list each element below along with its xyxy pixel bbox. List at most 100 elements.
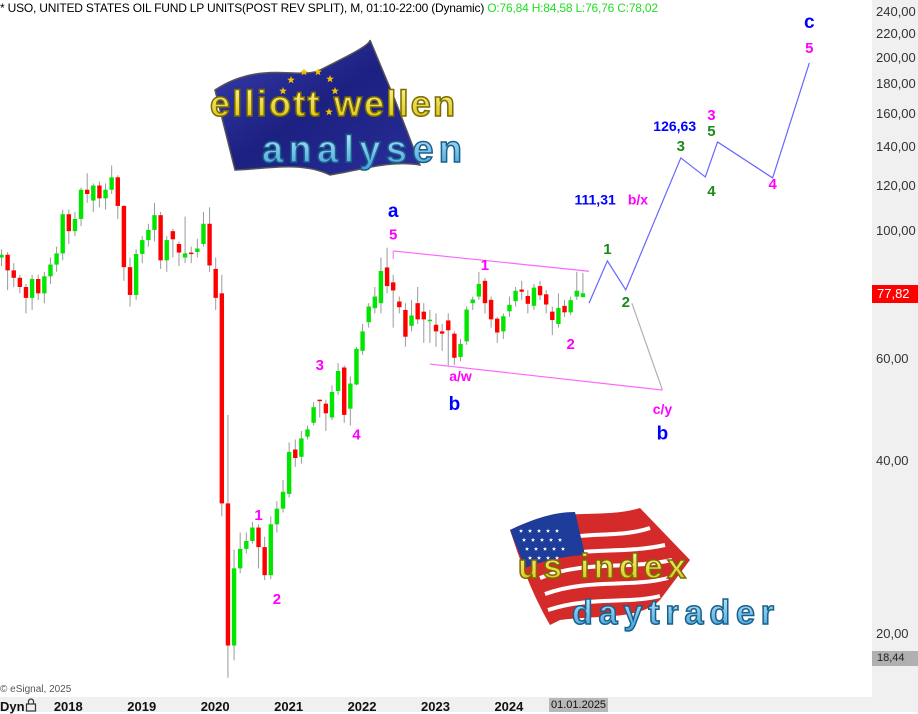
candle-body bbox=[397, 301, 402, 308]
star-icon bbox=[548, 537, 554, 542]
star-icon bbox=[551, 546, 557, 551]
candle bbox=[250, 521, 255, 544]
candle-body bbox=[317, 399, 322, 402]
wave-label: a/w bbox=[449, 368, 472, 384]
candle bbox=[103, 183, 108, 210]
wave-label: a bbox=[388, 201, 399, 222]
star-icon bbox=[325, 108, 333, 116]
star-icon bbox=[527, 528, 533, 533]
wave-label: 5 bbox=[805, 40, 813, 57]
candle-body bbox=[384, 267, 390, 287]
candle bbox=[164, 236, 169, 272]
price-tick-label: 220,00 bbox=[876, 25, 916, 41]
wave-label: c bbox=[804, 12, 815, 33]
candle-body bbox=[427, 319, 433, 322]
candle bbox=[568, 296, 573, 316]
candle bbox=[366, 303, 371, 328]
candle bbox=[397, 296, 402, 314]
candle-body bbox=[164, 240, 169, 261]
candle-body bbox=[519, 289, 524, 292]
star-icon bbox=[536, 528, 542, 533]
candle bbox=[133, 249, 139, 300]
wave-lines bbox=[392, 62, 810, 391]
candle-body bbox=[342, 367, 347, 415]
price-axis[interactable] bbox=[872, 0, 918, 712]
candle bbox=[305, 425, 310, 440]
star-icon bbox=[287, 76, 295, 84]
candle bbox=[146, 223, 151, 247]
candle bbox=[482, 277, 488, 314]
candle-body bbox=[507, 304, 512, 312]
candle bbox=[60, 209, 65, 261]
low-price-marker: 18,44 bbox=[872, 651, 918, 667]
candle bbox=[458, 338, 463, 362]
logo-text-line2: daytrader bbox=[572, 594, 774, 632]
star-icon bbox=[539, 537, 545, 542]
candle bbox=[109, 165, 114, 195]
candle bbox=[574, 271, 579, 300]
candle-body bbox=[225, 503, 231, 646]
candle-body bbox=[78, 189, 84, 219]
candle-body bbox=[513, 290, 518, 302]
candle bbox=[121, 205, 127, 281]
wave-label: 2 bbox=[622, 294, 630, 311]
candle bbox=[189, 246, 194, 264]
time-axis[interactable] bbox=[0, 697, 918, 712]
candle bbox=[213, 257, 218, 310]
candle-body bbox=[446, 320, 451, 331]
candle bbox=[464, 306, 469, 345]
candle-body bbox=[268, 524, 273, 576]
candle bbox=[176, 241, 182, 267]
candle bbox=[84, 173, 90, 203]
candle bbox=[488, 296, 494, 328]
dynamic-mode-label[interactable]: Dyn bbox=[0, 699, 25, 714]
candle-body bbox=[103, 189, 108, 199]
candle bbox=[415, 287, 420, 325]
candle bbox=[507, 296, 512, 317]
wave-label: 126,63 bbox=[653, 118, 696, 134]
candle-body bbox=[403, 309, 408, 337]
candle-body bbox=[237, 548, 243, 569]
year-tick-label: 2021 bbox=[274, 699, 304, 714]
candle-body bbox=[262, 547, 267, 576]
candle bbox=[170, 228, 176, 258]
candle-body bbox=[11, 270, 16, 278]
wave-label: 111,31 bbox=[574, 191, 615, 207]
year-tick-label: 2019 bbox=[127, 699, 157, 714]
candle bbox=[378, 257, 384, 314]
star-icon bbox=[524, 546, 530, 551]
candle-body bbox=[348, 383, 353, 409]
candle-body bbox=[121, 205, 127, 268]
candle bbox=[525, 290, 531, 314]
candle-body bbox=[556, 307, 561, 325]
price-tick-label: 180,00 bbox=[876, 76, 916, 92]
candle-body bbox=[207, 223, 212, 266]
lock-icon[interactable] bbox=[25, 698, 37, 712]
candle-body bbox=[299, 438, 304, 457]
candle bbox=[342, 365, 347, 423]
candle bbox=[42, 271, 47, 304]
candle-body bbox=[305, 429, 310, 437]
candle bbox=[433, 313, 439, 347]
candle-body bbox=[176, 243, 182, 253]
candle-body bbox=[458, 344, 463, 357]
candle bbox=[580, 273, 586, 298]
candle bbox=[195, 238, 200, 258]
alt-projection-path bbox=[631, 302, 664, 391]
candle bbox=[427, 309, 433, 343]
channel-lower-line bbox=[429, 363, 663, 391]
star-icon bbox=[314, 68, 322, 76]
candle-body bbox=[464, 309, 469, 342]
candle bbox=[201, 211, 206, 247]
candle-body bbox=[280, 491, 286, 509]
candle-body bbox=[415, 303, 420, 320]
wave-label: b/x bbox=[628, 191, 648, 207]
candle-body bbox=[0, 254, 4, 258]
candle bbox=[421, 303, 426, 343]
candle-body bbox=[36, 279, 41, 294]
candle bbox=[550, 306, 555, 336]
candle bbox=[140, 236, 145, 264]
